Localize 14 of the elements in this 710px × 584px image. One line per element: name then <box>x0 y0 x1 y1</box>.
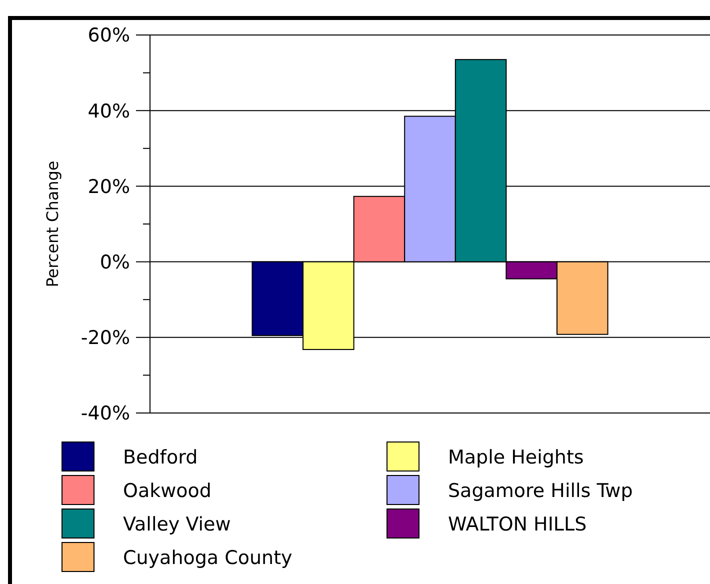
legend-label: WALTON HILLS <box>448 514 587 536</box>
y-tick-label: 20% <box>88 176 130 198</box>
y-tick-label: 40% <box>88 100 130 122</box>
y-tick-label: 60% <box>88 24 130 47</box>
legend-label: Bedford <box>123 446 198 469</box>
y-tick-label: 0% <box>100 251 130 274</box>
y-axis-title: Percent Change <box>43 160 62 288</box>
y-tick-label: -20% <box>80 327 130 350</box>
legend-label: Valley View <box>123 514 231 536</box>
legend-label: Maple Heights <box>448 446 584 469</box>
legend-label: Sagamore Hills Twp <box>448 480 633 502</box>
legend-label: Oakwood <box>123 480 212 502</box>
y-tick-label: -40% <box>80 402 130 425</box>
legend-label: Cuyahoga County <box>123 547 292 570</box>
